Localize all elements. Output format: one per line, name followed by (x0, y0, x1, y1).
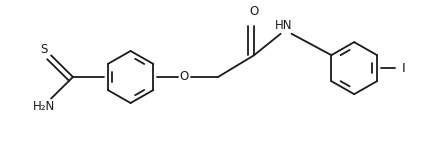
Text: O: O (180, 71, 189, 84)
Text: O: O (249, 5, 258, 18)
Text: H₂N: H₂N (33, 100, 55, 113)
Text: S: S (40, 43, 48, 56)
Text: I: I (402, 62, 405, 75)
Text: HN: HN (275, 19, 292, 32)
